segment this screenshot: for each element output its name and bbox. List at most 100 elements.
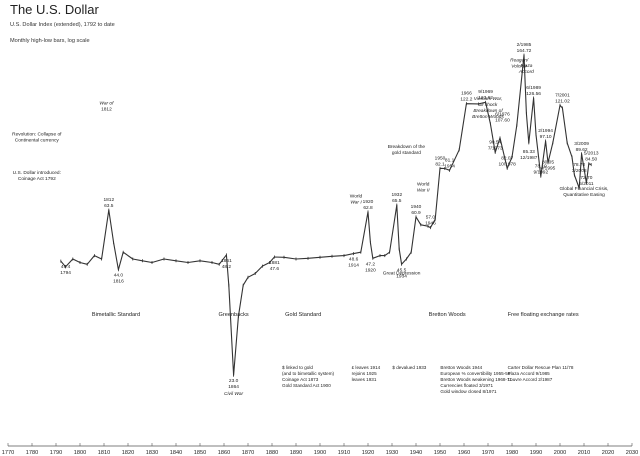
annotation-16-line-0: Great Depression <box>383 270 421 276</box>
x-tick-label-1800: 1800 <box>74 450 86 456</box>
annotation-32-line-0: 85.33 <box>523 149 535 155</box>
annotation-9-line-0: 1881 <box>269 260 280 266</box>
annotation-5-line-0: 44.0 <box>114 273 124 279</box>
annotation-36-line-1: 4/1995 <box>541 165 556 171</box>
annotation-24-line-1: 123.62 <box>478 95 493 101</box>
annotation-36-line-0: 80.05 <box>542 159 554 165</box>
annotation-19-line-0: World <box>417 181 430 187</box>
annotation-33-line-1: 126.56 <box>526 91 541 97</box>
annotation-41-line-0: 72.70 <box>580 175 592 181</box>
x-tick-label-1980: 1980 <box>506 450 518 456</box>
annotation-22-line-0: 81.1 <box>445 157 455 163</box>
annotation-38-line-1: 89.62 <box>576 147 588 153</box>
annotation-14-line-1: 65.5 <box>392 198 402 204</box>
annotation-11-line-0: World <box>350 193 363 199</box>
annotation-6-line-0: 1861 <box>221 258 232 264</box>
annotation-29-line-0: Reagan/ <box>510 57 529 63</box>
annotation-35-line-0: 2/1994 <box>538 128 553 134</box>
x-tick-label-2030: 2030 <box>626 450 638 456</box>
annotation-17-line-1: gold standard <box>392 150 421 156</box>
annotation-41-line-1: 5/2011 <box>579 181 594 187</box>
x-tick-label-1830: 1830 <box>146 450 158 456</box>
annotation-23-line-0: 1966 <box>461 91 472 97</box>
annotation-39-line-0: 5/2013 <box>584 151 599 157</box>
x-tick-label-1920: 1920 <box>362 450 374 456</box>
annotation-3-line-1: 1812 <box>101 107 112 113</box>
annotation-37-line-1: 121.02 <box>555 98 570 104</box>
annotation-17-line-0: Breakdown of the <box>388 144 426 150</box>
note-3-line-4: Gold window closed 8/1971 <box>440 389 497 394</box>
annotation-13-line-0: 47.2 <box>366 261 376 267</box>
x-tick-label-1770: 1770 <box>2 450 14 456</box>
annotation-20-line-0: 57.0 <box>426 215 436 221</box>
annotation-21-line-0: 1950 <box>435 155 446 161</box>
annotation-28-line-0: 82.07 <box>501 155 513 161</box>
x-tick-label-1990: 1990 <box>530 450 542 456</box>
annotation-11-line-1: War I <box>350 199 362 205</box>
note-0-line-3: Gold Standard Act 1900 <box>282 383 331 388</box>
note-1-line-0: £ leaves 1914 <box>352 365 381 370</box>
annotation-18-line-1: 60.9 <box>411 210 421 216</box>
annotation-13-line-1: 1920 <box>365 267 376 273</box>
annotation-21-line-1: 82.1 <box>435 161 445 167</box>
annotation-28-line-1: 10/1978 <box>499 161 517 167</box>
annotation-7-line-1: 1864 <box>228 384 239 390</box>
x-tick-label-1930: 1930 <box>386 450 398 456</box>
annotation-4-line-0: 1812 <box>103 197 114 203</box>
x-tick-label-1890: 1890 <box>290 450 302 456</box>
x-tick-label-1910: 1910 <box>338 450 350 456</box>
annotation-2-line-0: Revolution: Collapse of <box>12 132 62 138</box>
annotation-0-line-1: 1794 <box>60 270 71 276</box>
annotation-34-line-0: 78.19 <box>535 163 547 169</box>
chart-subtitle-2: Monthly high-low bars, log scale <box>10 38 90 44</box>
note-1-line-1: rejoins 1925 <box>352 371 377 376</box>
annotation-34-line-1: 9/1992 <box>533 169 548 175</box>
annotation-26-line-0: 90.54 <box>489 139 501 145</box>
annotation-4-line-1: 63.5 <box>104 203 114 209</box>
annotation-31-line-1: Accord <box>518 69 534 75</box>
annotation-18-line-0: 1940 <box>411 204 422 210</box>
annotation-33-line-0: 6/1989 <box>526 85 541 91</box>
annotation-35-line-1: 97.10 <box>540 134 552 140</box>
x-tick-label-1960: 1960 <box>458 450 470 456</box>
annotation-25-line-2: Breakdown of <box>473 108 503 114</box>
annotation-8-line-0: Civil War <box>224 391 244 397</box>
annotation-24-line-0: 9/1969 <box>478 89 493 95</box>
note-4-line-1: Plaza Accord 9/1985 <box>508 371 551 376</box>
annotation-27-line-1: 107.60 <box>495 117 510 123</box>
annotation-37-line-0: 7/2001 <box>555 92 570 98</box>
annotation-10-line-0: 48.6 <box>349 257 359 263</box>
series-line-0 <box>60 54 592 376</box>
annotation-10-line-1: 1914 <box>348 263 359 269</box>
annotation-25-line-1: oil shock <box>479 102 498 108</box>
annotation-1-line-0: U.S. Dollar introduced: <box>13 170 61 176</box>
x-tick-label-1950: 1950 <box>434 450 446 456</box>
annotation-0-line-0: 46.4 <box>61 264 71 270</box>
note-2-line-0: $ devalued 1933 <box>392 365 426 370</box>
note-3-line-1: European % convertibility 1955-58 <box>440 371 510 376</box>
annotation-40-line-0: 78.70 <box>573 162 585 168</box>
annotation-32-line-1: 12/1987 <box>520 155 538 161</box>
annotation-25-line-3: Bretton Woods <box>472 114 504 120</box>
x-tick-label-1870: 1870 <box>242 450 254 456</box>
era-label-2: Gold Standard <box>285 312 321 318</box>
annotation-29-line-1: Volcker <box>511 63 527 69</box>
era-label-0: Bimetallic Standard <box>92 312 140 318</box>
x-tick-label-1900: 1900 <box>314 450 326 456</box>
annotation-30-line-0: 2/1985 <box>517 42 532 48</box>
note-1-line-2: leaves 1931 <box>352 377 377 382</box>
annotation-3-line-0: War of <box>99 101 114 107</box>
note-3-line-2: Bretton Woods weakening 1968-71 <box>440 377 512 382</box>
annotation-25-line-0: Vietnam War, <box>474 96 503 102</box>
annotation-23-line-1: 122.2 <box>460 97 472 103</box>
annotation-1-line-1: Coinage Act 1792 <box>18 176 56 182</box>
x-tick-label-1820: 1820 <box>122 450 134 456</box>
annotation-27-line-0: 6/1976 <box>495 111 510 117</box>
annotation-5-line-1: 1816 <box>113 279 124 285</box>
x-tick-label-1850: 1850 <box>194 450 206 456</box>
era-label-4: Free floating exchange rates <box>508 312 579 318</box>
x-tick-label-1840: 1840 <box>170 450 182 456</box>
x-tick-label-1810: 1810 <box>98 450 110 456</box>
